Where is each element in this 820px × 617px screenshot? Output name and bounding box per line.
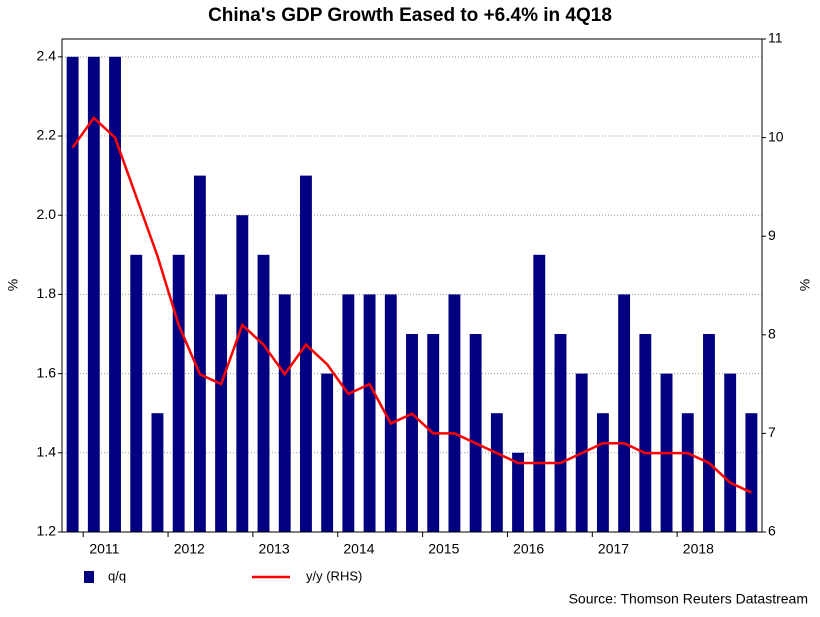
x-tick-label: 2017 xyxy=(598,541,629,557)
source: Source: Thomson Reuters Datastream xyxy=(569,591,808,607)
bar xyxy=(342,294,355,532)
bar xyxy=(406,334,418,532)
x-tick-label: 2013 xyxy=(259,541,290,557)
x-tick-label: 2014 xyxy=(343,541,374,557)
bar xyxy=(745,413,758,532)
y-tick-label: 1.8 xyxy=(37,285,57,301)
bar xyxy=(554,334,567,532)
x-tick-label: 2018 xyxy=(683,541,714,557)
y-tick-label: 2.0 xyxy=(37,206,57,222)
bar xyxy=(66,56,79,533)
y-tick-label: 1.6 xyxy=(37,364,57,380)
bar xyxy=(490,413,503,532)
y-tick-label: 1.4 xyxy=(37,444,57,460)
bar xyxy=(384,294,397,532)
bar xyxy=(703,334,715,532)
bar xyxy=(109,56,121,533)
y2-tick-label: 8 xyxy=(768,326,776,342)
bar xyxy=(321,373,334,532)
bar xyxy=(724,373,737,532)
bar xyxy=(172,254,185,532)
y2-tick-label: 10 xyxy=(768,128,784,144)
bar xyxy=(87,56,100,533)
legend-label: y/y (RHS) xyxy=(306,568,362,583)
chart-title: China's GDP Growth Eased to +6.4% in 4Q1… xyxy=(208,5,612,26)
y2-tick-label: 11 xyxy=(768,30,783,46)
y-tick-label: 2.2 xyxy=(37,127,57,143)
plot-frame xyxy=(61,38,763,533)
bar xyxy=(448,294,461,532)
bar xyxy=(512,452,524,532)
bar xyxy=(215,294,228,532)
bar xyxy=(681,413,694,532)
bar xyxy=(130,254,143,532)
bar xyxy=(151,413,164,532)
x-tick-label: 2015 xyxy=(428,541,459,557)
bar xyxy=(300,175,312,533)
bar xyxy=(533,254,546,532)
legend-label: q/q xyxy=(108,568,126,583)
y-axis-label: % xyxy=(5,279,21,291)
y-tick-label: 1.2 xyxy=(37,523,57,539)
bar xyxy=(236,215,249,533)
x-tick-label: 2016 xyxy=(513,541,544,557)
bar xyxy=(618,294,631,532)
y2-tick-label: 9 xyxy=(768,227,776,243)
bar xyxy=(639,334,652,532)
bar xyxy=(193,175,206,533)
y2-axis-label: % xyxy=(797,279,813,291)
y2-tick-label: 7 xyxy=(768,424,776,440)
line xyxy=(71,115,752,494)
bar xyxy=(596,413,609,532)
bar xyxy=(278,294,291,532)
legend-swatch xyxy=(84,571,94,583)
bar xyxy=(257,254,270,532)
x-tick-label: 2012 xyxy=(174,541,205,557)
bar xyxy=(469,334,482,532)
bar xyxy=(363,294,376,532)
x-tick-label: 2011 xyxy=(89,541,119,557)
y2-tick-label: 6 xyxy=(768,523,776,539)
y-tick-label: 2.4 xyxy=(37,48,57,64)
